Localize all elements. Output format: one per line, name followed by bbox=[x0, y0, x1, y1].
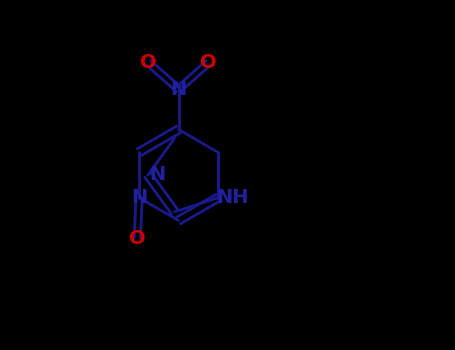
Text: N: N bbox=[170, 80, 187, 99]
Text: N: N bbox=[150, 166, 166, 184]
Text: O: O bbox=[200, 54, 217, 72]
Text: NH: NH bbox=[216, 188, 248, 207]
Text: O: O bbox=[129, 229, 146, 247]
Text: O: O bbox=[141, 54, 157, 72]
Text: N: N bbox=[131, 188, 147, 207]
